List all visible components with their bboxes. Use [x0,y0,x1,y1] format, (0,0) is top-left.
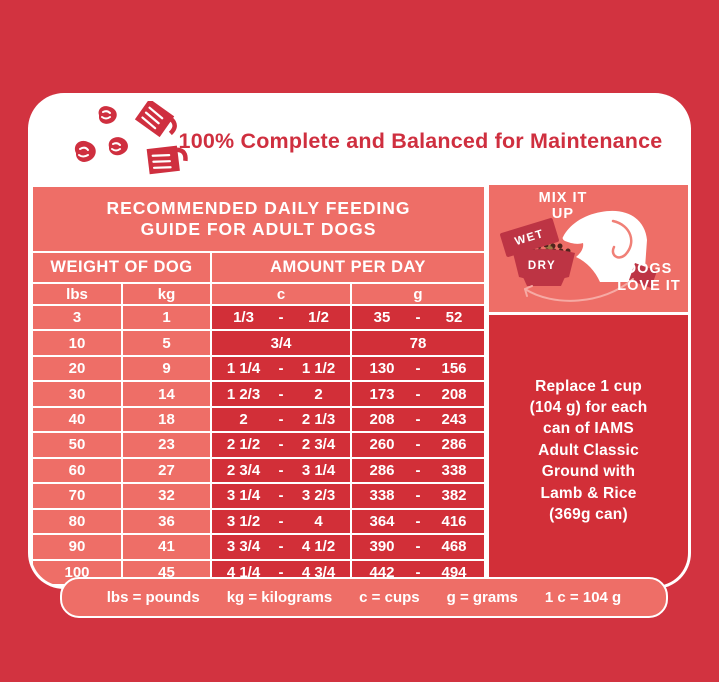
feeding-table: RECOMMENDED DAILY FEEDING GUIDE FOR ADUL… [31,185,486,586]
dog-ear-icon [611,219,633,259]
units-legend-bar: lbs = pounds kg = kilograms c = cups g =… [60,577,668,618]
feeding-table-area: RECOMMENDED DAILY FEEDING GUIDE FOR ADUL… [31,185,486,586]
column-header-row: lbs kg c g [33,284,484,304]
right-panel: MIX IT UP WET DRY DOGS LOVE IT Replace 1… [489,185,688,586]
main-title: 100% Complete and Balanced for Maintenan… [178,129,663,153]
cups-range-cell: 3 3/4-4 1/2 [212,535,350,559]
kg-cell: 23 [123,433,210,457]
grams-range-cell: 130-156 [352,356,484,381]
group-header-row: WEIGHT OF DOG AMOUNT PER DAY [33,253,484,282]
grams-range-cell: 338-382 [352,484,484,508]
card-content: RECOMMENDED DAILY FEEDING GUIDE FOR ADUL… [31,185,688,586]
dry-label: DRY [527,260,557,272]
grams-range-cell: 208-243 [352,407,484,432]
kg-cell: 41 [123,535,210,559]
cups-range-cell: 1/3-1/2 [212,306,350,330]
lbs-cell: 60 [33,458,121,483]
wet-dry-dog-illustration [513,210,657,302]
card-header: 100% Complete and Balanced for Maintenan… [28,93,691,185]
feeding-row: 20 9 1 1/4-1 1/2 130-156 [33,356,484,381]
lbs-cell: 3 [33,306,121,330]
feeding-row: 90 41 3 3/4-4 1/2 390-468 [33,535,484,559]
lbs-cell: 70 [33,484,121,508]
kg-cell: 1 [123,306,210,330]
grams-range-cell: 390-468 [352,535,484,559]
grams-range-cell: 364-416 [352,509,484,534]
feeding-row: 40 18 2-2 1/3 208-243 [33,407,484,432]
feeding-row: 70 32 3 1/4-3 2/3 338-382 [33,484,484,508]
legend-lbs: lbs = pounds [106,589,200,606]
cups-range-cell: 3/4 [212,331,350,355]
lbs-cell: 30 [33,382,121,406]
grams-range-cell: 35-52 [352,306,484,330]
grams-range-cell: 78 [352,331,484,355]
lbs-cell: 10 [33,331,121,355]
dog-bowl-icon [513,249,575,281]
cups-range-cell: 2-2 1/3 [212,407,350,432]
kg-cell: 14 [123,382,210,406]
legend-cups: c = cups [359,589,420,606]
kibble-and-measuring-cups-icon [74,101,188,175]
dog-collar-icon [629,263,657,288]
grams-column-header: g [352,284,484,304]
dog-bowl-base-icon [523,277,565,286]
guide-title: RECOMMENDED DAILY FEEDING GUIDE FOR ADUL… [33,187,484,251]
guide-title-row: RECOMMENDED DAILY FEEDING GUIDE FOR ADUL… [33,187,484,251]
feeding-row: 3 1 1/3-1/2 35-52 [33,306,484,330]
cups-range-cell: 1 1/4-1 1/2 [212,356,350,381]
feeding-row: 80 36 3 1/2-4 364-416 [33,509,484,534]
feeding-row: 60 27 2 3/4-3 1/4 286-338 [33,458,484,483]
cups-range-cell: 1 2/3-2 [212,382,350,406]
replace-panel: Replace 1 cup (104 g) for each can of IA… [489,315,688,586]
kg-column-header: kg [123,284,210,304]
cups-column-header: c [212,284,350,304]
wet-label: WET [513,227,546,248]
cups-range-cell: 3 1/4-3 2/3 [212,484,350,508]
grams-range-cell: 260-286 [352,433,484,457]
grams-range-cell: 173-208 [352,382,484,406]
feeding-row: 30 14 1 2/3-2 173-208 [33,382,484,406]
mix-it-up-headline: MIX IT UP [538,190,588,222]
lbs-cell: 80 [33,509,121,534]
feeding-row: 50 23 2 1/2-2 3/4 260-286 [33,433,484,457]
replace-note: Replace 1 cup (104 g) for each can of IA… [529,377,648,523]
kg-cell: 5 [123,331,210,355]
legend-grams: g = grams [446,589,518,606]
cups-range-cell: 2 3/4-3 1/4 [212,458,350,483]
lbs-cell: 40 [33,407,121,432]
feeding-table-body: RECOMMENDED DAILY FEEDING GUIDE FOR ADUL… [33,187,484,584]
feeding-row: 10 5 3/4 78 [33,331,484,355]
cups-range-cell: 3 1/2-4 [212,509,350,534]
kg-cell: 27 [123,458,210,483]
kg-cell: 32 [123,484,210,508]
dogs-love-it-tagline: DOGS LOVE IT [617,261,681,294]
swoosh-arrow-icon [524,278,634,302]
kg-cell: 36 [123,509,210,534]
feeding-guide-card: 100% Complete and Balanced for Maintenan… [28,93,691,589]
legend-cup-grams: 1 c = 104 g [544,589,622,606]
amount-per-day-header: AMOUNT PER DAY [212,253,484,282]
mix-it-up-panel: MIX IT UP WET DRY DOGS LOVE IT [489,185,688,312]
kg-cell: 9 [123,356,210,381]
lbs-cell: 20 [33,356,121,381]
weight-of-dog-header: WEIGHT OF DOG [33,253,210,282]
lbs-cell: 90 [33,535,121,559]
lbs-cell: 50 [33,433,121,457]
kg-cell: 18 [123,407,210,432]
lbs-column-header: lbs [33,284,121,304]
grams-range-cell: 286-338 [352,458,484,483]
cups-range-cell: 2 1/2-2 3/4 [212,433,350,457]
legend-kg: kg = kilograms [226,589,333,606]
